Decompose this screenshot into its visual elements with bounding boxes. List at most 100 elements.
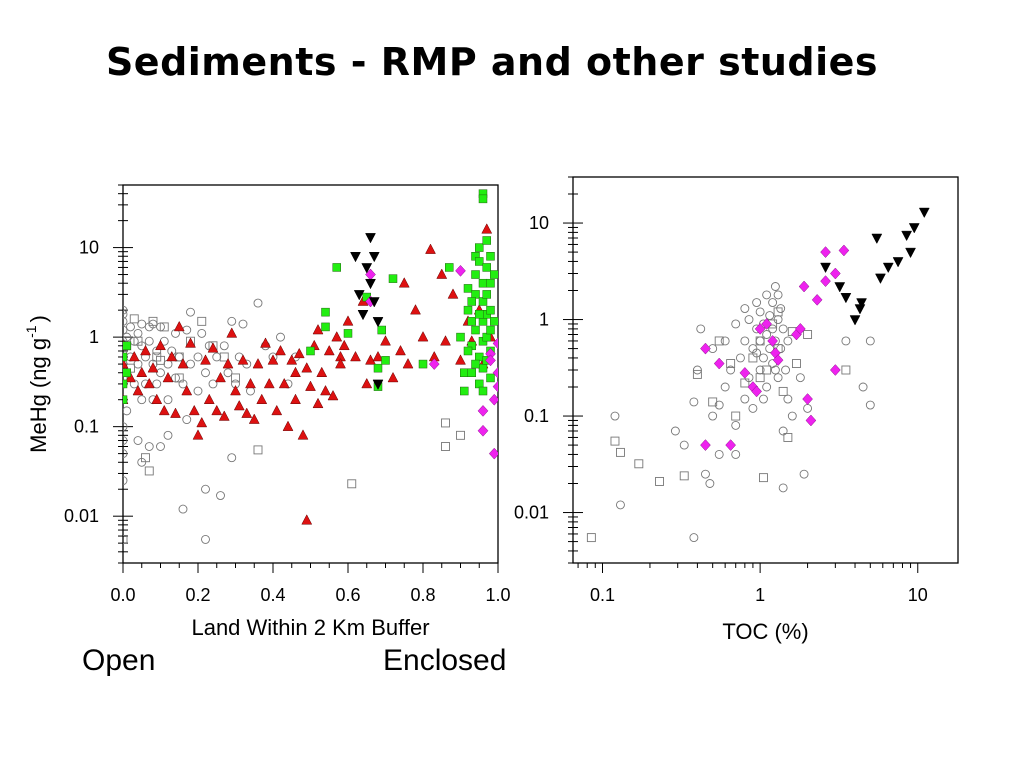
data-point-triangle-down (892, 257, 904, 268)
data-point-circle-open (123, 476, 128, 486)
data-point-triangle-up (170, 407, 181, 418)
data-point-circle-open (186, 307, 195, 317)
data-point-circle-open (762, 290, 772, 300)
data-point-diamond (725, 439, 736, 451)
data-point-circle-open (740, 394, 750, 404)
data-point-circle-open (156, 442, 165, 451)
data-point-triangle-up (297, 429, 309, 440)
data-point-diamond (751, 385, 762, 398)
data-point-square-filled (486, 305, 495, 315)
data-point-square-filled (463, 346, 473, 356)
data-point-diamond (700, 439, 711, 451)
data-point-circle-open (137, 395, 147, 405)
y-tick-label: 0.01 (514, 503, 549, 523)
data-point-circle-open (163, 359, 173, 369)
y-tick-label: 1 (89, 327, 99, 347)
data-point-circle-open (123, 449, 128, 459)
data-point-circle-open (689, 397, 699, 407)
data-point-triangle-up (323, 344, 335, 356)
data-point-diamond (761, 318, 772, 330)
y-axis-label-end: ) (26, 315, 51, 322)
data-point-triangle-up (218, 410, 230, 421)
data-point-triangle-down (854, 304, 866, 315)
data-point-circle-open (770, 282, 780, 291)
data-point-circle-open (720, 336, 730, 346)
data-point-circle-open (740, 304, 750, 313)
data-point-circle-open (133, 359, 143, 369)
data-point-triangle-up (436, 268, 448, 279)
data-point-triangle-down (357, 310, 369, 321)
data-point-triangle-up (372, 350, 384, 362)
data-point-triangle-up (440, 335, 451, 346)
data-point-square-open (726, 359, 736, 368)
data-point-diamond (798, 280, 810, 293)
data-point-circle-open (126, 322, 135, 332)
data-point-triangle-up (248, 413, 260, 424)
data-point-square-open (152, 352, 162, 362)
data-point-triangle-down (368, 297, 380, 308)
data-point-diamond (492, 380, 498, 393)
data-point-circle-open (253, 298, 263, 308)
data-point-diamond (455, 264, 466, 277)
data-point-triangle-up (203, 393, 215, 404)
data-point-square-filled (486, 325, 495, 335)
data-point-triangle-up (365, 354, 376, 365)
data-point-triangle-up (147, 362, 159, 373)
data-point-diamond (477, 424, 489, 437)
x-tick-label: 0.1 (590, 585, 615, 605)
x-tick-label: 1.0 (485, 585, 510, 605)
data-point-circle-open (223, 368, 233, 378)
data-point-circle-open (123, 305, 128, 315)
data-point-diamond (811, 293, 823, 306)
data-point-square-open (792, 359, 801, 368)
data-point-square-open (133, 336, 143, 346)
data-point-square-open (144, 466, 154, 476)
data-point-square-filled (467, 297, 476, 306)
data-point-circle-open (720, 382, 730, 392)
data-point-diamond (492, 337, 498, 350)
data-point-square-filled (123, 368, 131, 377)
data-point-triangle-up (320, 384, 331, 396)
data-point-circle-open (144, 336, 154, 346)
data-point-diamond (488, 447, 498, 460)
data-point-circle-open (219, 341, 229, 351)
data-point-circle-open (163, 430, 173, 440)
data-point-circle-open (123, 422, 128, 432)
data-point-triangle-down (918, 207, 930, 219)
data-point-square-filled (486, 252, 495, 261)
x-tick-label: 0.2 (185, 585, 210, 605)
data-point-diamond (802, 393, 813, 405)
data-point-square-filled (475, 352, 484, 362)
data-point-square-open (441, 442, 450, 451)
data-point-square-open (731, 411, 741, 421)
data-point-square-open (456, 430, 465, 440)
data-point-square-open (778, 386, 788, 396)
data-point-triangle-up (215, 371, 226, 383)
data-point-triangle-up (200, 354, 211, 365)
data-point-square-open (759, 473, 768, 483)
data-point-square-filled (418, 359, 428, 369)
data-point-circle-open (740, 336, 750, 346)
data-point-circle-open (762, 330, 772, 339)
data-point-square-filled (486, 373, 495, 383)
data-point-circle-open (186, 359, 195, 369)
data-point-triangle-down (901, 230, 913, 242)
data-point-square-filled (471, 270, 480, 279)
data-point-triangle-up (230, 384, 241, 396)
data-point-triangle-up (128, 350, 140, 362)
data-point-square-open (616, 447, 625, 457)
data-point-square-open (755, 336, 765, 346)
data-point-triangle-up (286, 354, 298, 365)
data-point-triangle-up (158, 404, 170, 416)
data-point-circle-open (799, 469, 809, 479)
data-point-circle-open (689, 533, 699, 543)
data-point-square-open (740, 378, 750, 388)
y-tick-label: 10 (529, 213, 549, 233)
data-point-triangle-up (398, 277, 410, 288)
data-point-triangle-up (455, 354, 466, 365)
data-point-triangle-up (226, 327, 238, 338)
data-point-triangle-up (447, 288, 459, 299)
data-point-square-filled (332, 263, 341, 272)
data-point-diamond (739, 367, 751, 379)
